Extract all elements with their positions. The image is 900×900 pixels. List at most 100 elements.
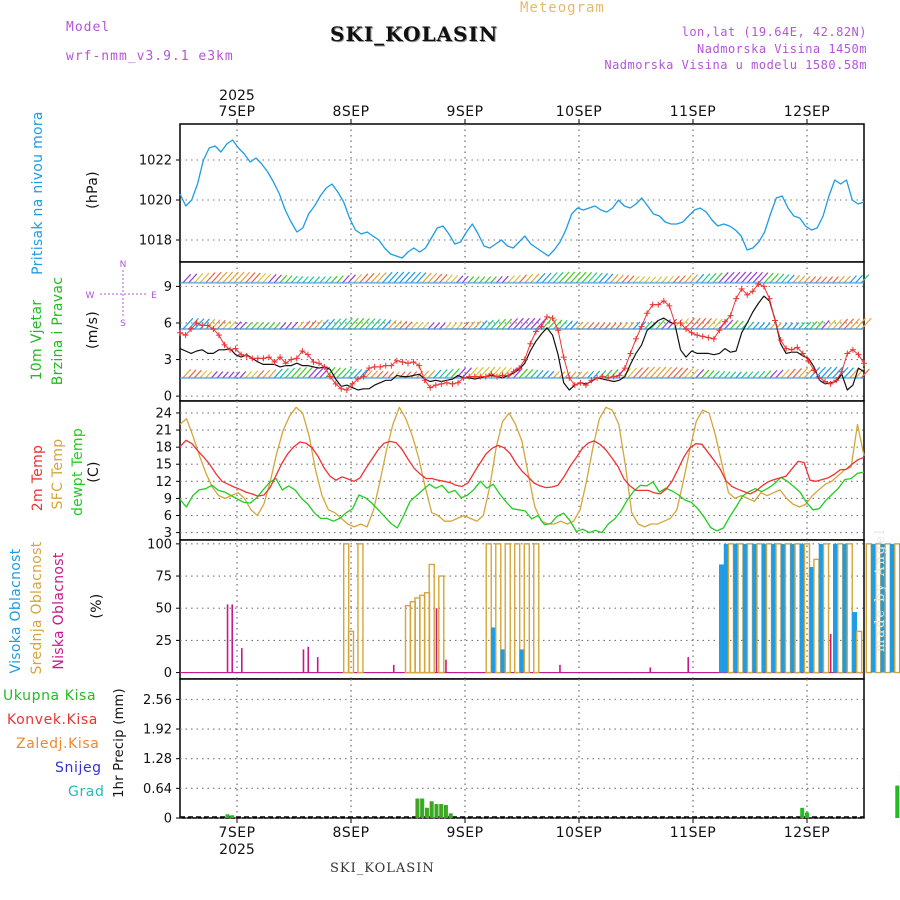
wind-ytick-label: 9 — [164, 280, 172, 295]
wind-barb-row-upper — [518, 274, 528, 284]
wind-barb-row-upper — [820, 276, 828, 284]
wind-barb-row-upper — [792, 275, 801, 284]
wind-barb-row-middle — [256, 322, 264, 330]
high-cloud-bar — [790, 543, 796, 673]
wind-barb-row-upper — [838, 275, 845, 284]
wind-barb-row-upper — [632, 275, 640, 284]
wind-barb-row-upper — [786, 274, 795, 284]
wind-barb-row-upper — [843, 275, 851, 284]
wind-barb-row-upper — [724, 271, 735, 284]
high-cloud-bar — [719, 564, 724, 673]
high-cloud-bar — [890, 543, 895, 673]
wind-barb-row-middle — [342, 317, 353, 330]
wind-barb-row-lower — [205, 370, 213, 379]
wind-barb-row-upper — [684, 274, 692, 284]
wind-barb-row-upper — [188, 273, 198, 284]
wind-barb-row-upper — [809, 276, 817, 284]
wind-barb-row-lower — [501, 367, 512, 379]
wind-barb-row-upper — [547, 272, 558, 284]
wind-barb-row-lower — [239, 371, 247, 379]
model-elevation: Nadmorska Visina u modelu 1580.58m — [604, 58, 867, 72]
wind-barb-row-upper — [439, 273, 448, 284]
wind-barb-row-middle — [490, 319, 500, 330]
wind-barb-row-middle — [347, 317, 359, 330]
wind-barb-row-lower — [439, 369, 448, 379]
bottom-day-label: 11SEP — [670, 825, 717, 841]
wind-barb-row-lower — [279, 368, 289, 379]
bottom-day-label: 10SEP — [556, 825, 603, 841]
wind-ytick-label: 3 — [164, 353, 172, 368]
wind-barb-row-middle — [786, 322, 794, 330]
mid-cloud-bar — [504, 543, 511, 674]
wind-barb-row-lower — [256, 370, 265, 379]
wind-barb-row-upper — [421, 272, 432, 284]
wind-barb-row-lower — [199, 370, 208, 379]
low-cloud-bar — [307, 646, 310, 673]
top-day-label: 7SEP — [218, 104, 255, 120]
wind-barb-row-middle — [570, 320, 579, 330]
temperature-ytick-label: 21 — [155, 424, 172, 439]
wind-barb-row-upper — [678, 275, 686, 284]
wind-barb-row-middle — [273, 322, 281, 330]
wind-barb-row-middle — [838, 318, 849, 330]
wind-barb-row-upper — [256, 272, 267, 284]
wind-barb-row-middle — [199, 318, 210, 330]
wind-barb-row-lower — [575, 371, 583, 379]
wind-barb-row-middle — [655, 319, 665, 330]
low-cloud-bar — [226, 604, 229, 673]
wind-barb-row-lower — [587, 370, 595, 379]
wind-barb-row-middle — [798, 321, 806, 330]
low-cloud-bar — [392, 664, 395, 673]
precip-legend-item: Snijeg — [55, 760, 102, 776]
pressure-ytick-label: 1022 — [139, 154, 172, 169]
wind-barb-row-lower — [712, 370, 720, 379]
low-cloud-bar — [240, 648, 243, 673]
wind-barb-row-upper — [496, 275, 503, 284]
wind-barb-row-lower — [781, 368, 790, 379]
wind-barb-row-upper — [296, 276, 304, 284]
wind-barb-row-lower — [342, 367, 352, 379]
wind-barb-row-upper — [610, 274, 619, 284]
low-cloud-bar — [316, 657, 319, 673]
precip-legend-item: Konvek.Kisa — [7, 712, 98, 728]
wind-barb-row-lower — [382, 371, 389, 379]
high-cloud-bar — [752, 543, 758, 673]
wind-barb-row-upper — [461, 275, 469, 284]
wind-barb-row-middle — [461, 321, 470, 330]
wind-barb-row-middle — [746, 321, 755, 330]
temp-2m-axis-label: 2m Temp — [30, 445, 46, 511]
top-day-label: 11SEP — [670, 104, 717, 120]
wind-barb-row-middle — [598, 322, 606, 330]
clouds-ytick-label: 75 — [155, 570, 172, 585]
wind-barb-row-upper — [535, 272, 546, 284]
precip-bar-shade — [425, 807, 428, 818]
high-cloud-bar — [519, 649, 525, 673]
wind-barb-row-lower — [655, 366, 667, 379]
wind-barb-row-lower — [746, 371, 754, 379]
wind-barb-row-lower — [553, 371, 560, 379]
low-cloud-bar — [829, 633, 832, 673]
wind-barb-row-lower — [250, 370, 259, 379]
wind-barb-row-middle — [735, 320, 744, 330]
wind-barb-row-lower — [792, 368, 802, 379]
wind-barb-row-upper — [393, 271, 405, 284]
pressure-panel-frame — [179, 123, 865, 263]
wind-barb-row-middle — [262, 322, 269, 330]
wind-ytick-label: 6 — [164, 316, 172, 331]
wind-barb-row-upper — [558, 271, 570, 284]
wind-barb-row-upper — [604, 273, 614, 284]
wind-barb-row-middle — [250, 322, 258, 330]
precip-bar-shade — [443, 805, 446, 818]
wind-barb-row-middle — [427, 322, 435, 330]
low-cloud-bar — [231, 604, 234, 673]
wind-barb-row-middle — [496, 318, 507, 330]
wind-barb-row-upper — [627, 275, 635, 284]
wind-barb-row-upper — [860, 274, 870, 284]
compass-west: W — [86, 291, 95, 301]
pressure-ytick-label: 1020 — [139, 194, 172, 209]
wind-barb-row-upper — [575, 271, 587, 284]
wind-barb-row-upper — [649, 276, 657, 284]
wind-barb-row-upper — [638, 276, 646, 284]
coordinates: lon,lat (19.64E, 42.82N) — [681, 25, 867, 39]
mid-cloud-bar — [357, 543, 364, 674]
